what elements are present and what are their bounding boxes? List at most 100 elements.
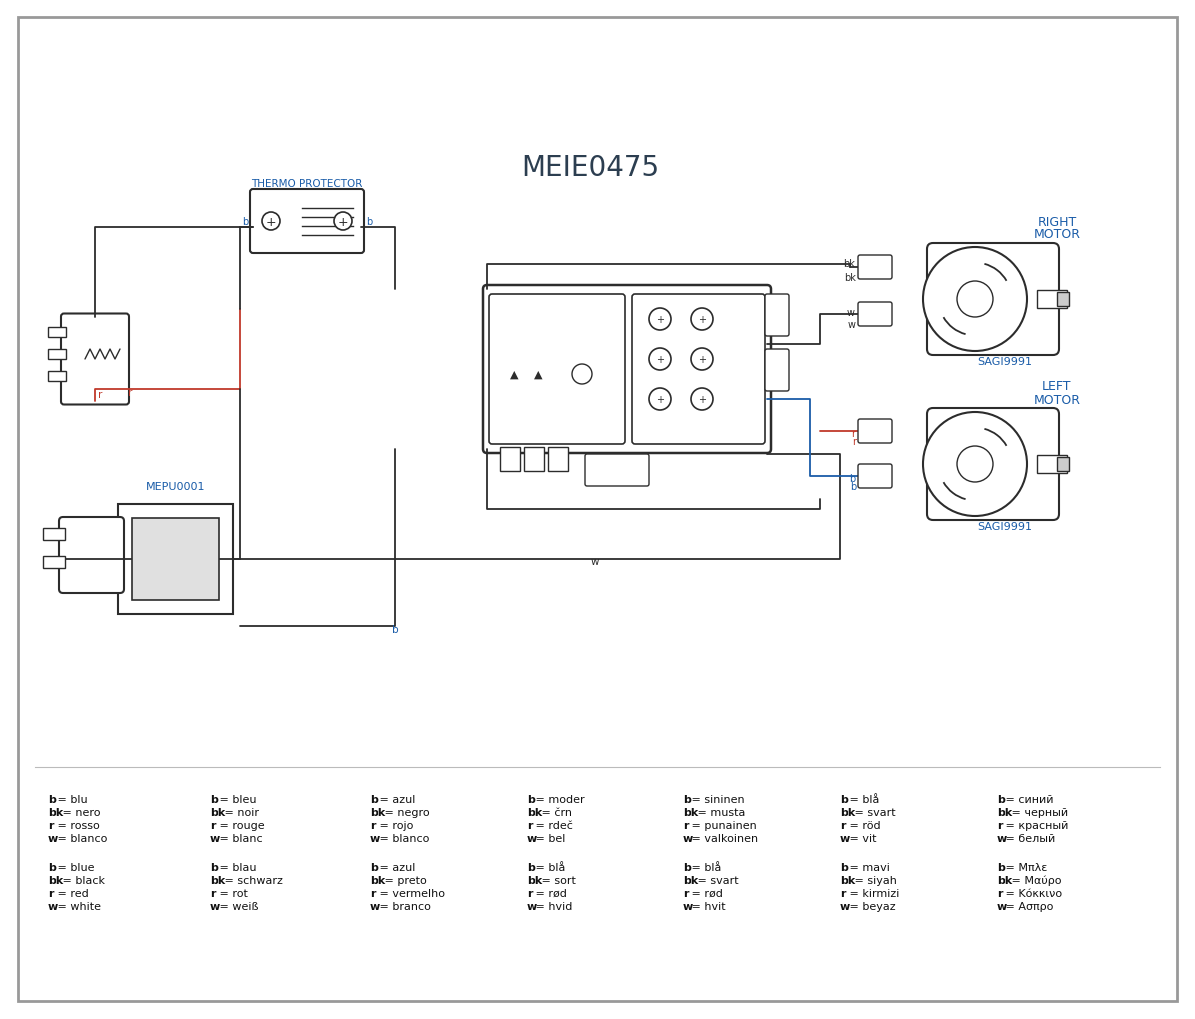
- Text: = Μπλε: = Μπλε: [1003, 862, 1048, 872]
- Text: = Ασπρο: = Ασπρο: [1003, 901, 1054, 911]
- Circle shape: [333, 213, 353, 230]
- Bar: [1037, 290, 1067, 309]
- Text: bk: bk: [370, 875, 385, 886]
- Text: bk: bk: [684, 875, 698, 886]
- Text: w: w: [848, 320, 856, 330]
- Circle shape: [649, 348, 672, 371]
- Text: r: r: [684, 889, 688, 898]
- Text: w: w: [840, 834, 851, 843]
- Text: +: +: [698, 315, 706, 325]
- Text: = Κόκκινο: = Κόκκινο: [1003, 889, 1062, 898]
- Text: = azul: = azul: [375, 794, 415, 804]
- FancyBboxPatch shape: [250, 190, 364, 254]
- FancyBboxPatch shape: [927, 409, 1059, 521]
- Bar: [48, 327, 66, 337]
- Text: bk: bk: [210, 875, 225, 886]
- Text: = branco: = branco: [375, 901, 430, 911]
- Text: r: r: [370, 820, 375, 830]
- Text: w: w: [997, 901, 1007, 911]
- Text: = bel: = bel: [533, 834, 566, 843]
- Text: = red: = red: [54, 889, 88, 898]
- Text: w: w: [684, 834, 693, 843]
- Text: b: b: [527, 862, 535, 872]
- Text: = blanc: = blanc: [215, 834, 262, 843]
- Text: b: b: [684, 862, 691, 872]
- Text: = bleu: = bleu: [215, 794, 256, 804]
- Text: bk: bk: [844, 273, 856, 282]
- Text: b: b: [840, 794, 848, 804]
- Text: SAGI9991: SAGI9991: [978, 357, 1032, 367]
- Text: = mavi: = mavi: [846, 862, 889, 872]
- Bar: [549, 447, 568, 472]
- Circle shape: [649, 388, 672, 411]
- Text: b: b: [997, 794, 1005, 804]
- Text: w: w: [370, 834, 380, 843]
- Text: w: w: [210, 901, 220, 911]
- FancyBboxPatch shape: [483, 285, 771, 453]
- Text: bk: bk: [48, 807, 63, 817]
- Text: = kirmizi: = kirmizi: [846, 889, 899, 898]
- Text: = белый: = белый: [1003, 834, 1055, 843]
- Text: = vit: = vit: [846, 834, 876, 843]
- Text: = Μαύρο: = Μαύρο: [1009, 875, 1061, 886]
- Text: r: r: [527, 889, 533, 898]
- Text: = svart: = svart: [851, 807, 895, 817]
- Circle shape: [691, 388, 713, 411]
- Text: +: +: [338, 215, 348, 228]
- Text: +: +: [265, 215, 276, 228]
- Text: b: b: [241, 217, 249, 227]
- Bar: [118, 504, 233, 614]
- Bar: [1058, 292, 1070, 307]
- Text: b: b: [48, 862, 56, 872]
- Circle shape: [262, 213, 280, 230]
- FancyBboxPatch shape: [858, 420, 891, 443]
- Circle shape: [957, 446, 993, 483]
- Text: MEIE0475: MEIE0475: [521, 154, 660, 181]
- FancyBboxPatch shape: [765, 294, 789, 336]
- Text: b: b: [850, 482, 856, 491]
- Text: MOTOR: MOTOR: [1034, 393, 1080, 407]
- Text: = punainen: = punainen: [688, 820, 758, 830]
- Text: THERMO PROTECTOR: THERMO PROTECTOR: [251, 178, 363, 189]
- Bar: [48, 371, 66, 381]
- Text: = rød: = rød: [533, 889, 568, 898]
- Text: b: b: [392, 625, 398, 635]
- Circle shape: [691, 309, 713, 331]
- Text: bk: bk: [997, 807, 1012, 817]
- Text: +: +: [656, 394, 664, 405]
- Text: r: r: [997, 889, 1003, 898]
- Text: = schwarz: = schwarz: [221, 875, 283, 886]
- Text: w: w: [527, 901, 538, 911]
- Text: b: b: [684, 794, 691, 804]
- Text: = sort: = sort: [538, 875, 576, 886]
- Circle shape: [691, 348, 713, 371]
- Text: RIGHT: RIGHT: [1037, 215, 1077, 228]
- Text: ▲: ▲: [534, 370, 543, 380]
- Text: r: r: [997, 820, 1003, 830]
- Bar: [500, 447, 520, 472]
- Text: = blue: = blue: [54, 862, 94, 872]
- Text: +: +: [698, 355, 706, 365]
- Text: b: b: [848, 474, 854, 484]
- FancyBboxPatch shape: [927, 244, 1059, 356]
- Bar: [1037, 455, 1067, 474]
- Bar: [43, 529, 65, 540]
- Text: = rosso: = rosso: [54, 820, 99, 830]
- Text: w: w: [370, 901, 380, 911]
- Text: w: w: [210, 834, 220, 843]
- Text: = musta: = musta: [694, 807, 746, 817]
- Text: w: w: [684, 901, 693, 911]
- Text: = hvit: = hvit: [688, 901, 727, 911]
- Text: = siyah: = siyah: [851, 875, 897, 886]
- Text: r: r: [527, 820, 533, 830]
- Text: = nero: = nero: [59, 807, 100, 817]
- Text: = blu: = blu: [54, 794, 87, 804]
- Text: bk: bk: [684, 807, 698, 817]
- Text: b: b: [370, 862, 378, 872]
- Text: bk: bk: [844, 259, 854, 269]
- Text: = rdeč: = rdeč: [533, 820, 574, 830]
- Text: bk: bk: [840, 875, 856, 886]
- Text: b: b: [840, 862, 848, 872]
- Circle shape: [923, 413, 1027, 517]
- Text: r: r: [684, 820, 688, 830]
